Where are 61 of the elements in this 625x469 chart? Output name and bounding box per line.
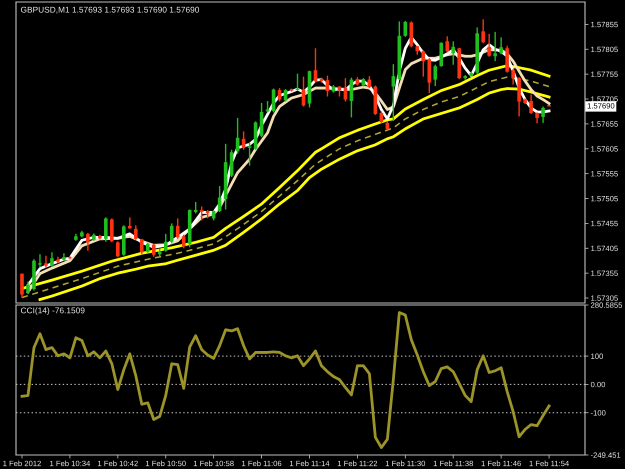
candlestick [164, 233, 168, 252]
candlestick [368, 75, 372, 89]
candlestick [511, 68, 515, 86]
candlestick [134, 224, 138, 241]
candlestick [230, 149, 234, 178]
candlestick [248, 142, 252, 166]
candlestick [170, 222, 174, 244]
candlestick [44, 255, 48, 269]
candlestick [272, 88, 276, 114]
candlestick [410, 20, 414, 48]
candlestick [200, 206, 204, 222]
candlestick [493, 31, 497, 62]
candlestick [505, 45, 509, 74]
candlestick [392, 63, 396, 122]
candlestick [421, 50, 426, 78]
candlestick [236, 117, 240, 154]
candlestick [535, 112, 539, 124]
candlestick [260, 102, 264, 138]
candlestick [380, 110, 384, 124]
candlestick [302, 76, 306, 108]
candlestick [140, 238, 144, 255]
candlestick [242, 130, 246, 150]
candlestick [146, 242, 150, 254]
candlestick [314, 48, 318, 84]
candlestick [296, 72, 300, 92]
candlestick [445, 36, 450, 53]
candlestick [86, 232, 90, 252]
candlestick [50, 252, 54, 268]
candlestick [104, 216, 108, 242]
candlestick [427, 58, 432, 94]
candlestick [499, 36, 503, 55]
candlestick [194, 201, 198, 214]
candlestick [284, 88, 288, 102]
candlestick [38, 254, 42, 268]
candlestick [26, 280, 30, 295]
candlestick [338, 85, 342, 98]
candlestick [481, 18, 485, 44]
candlestick [128, 216, 132, 230]
candlestick [350, 76, 354, 118]
candlestick [218, 185, 222, 213]
candlestick [110, 218, 114, 243]
candlestick [433, 64, 438, 87]
candlestick [529, 94, 533, 115]
candlestick [517, 76, 521, 118]
candlestick [404, 20, 408, 38]
candlestick [20, 272, 24, 299]
chart-title: CCI(14) -76.1509 [20, 307, 85, 316]
candlestick [344, 77, 348, 102]
candlestick [451, 40, 456, 66]
chart-title: GBPUSD,M1 1.57693 1.57693 1.57690 1.57690 [20, 6, 200, 14]
candlestick [266, 100, 270, 114]
candlestick [152, 243, 156, 258]
candlestick [182, 234, 186, 249]
candlestick [439, 42, 444, 68]
candlestick [212, 210, 216, 222]
candlestick [116, 240, 120, 258]
candlestick [176, 218, 180, 240]
candlestick [326, 74, 330, 98]
candlestick [541, 106, 545, 124]
candlestick [278, 87, 282, 102]
candlestick [487, 33, 491, 58]
